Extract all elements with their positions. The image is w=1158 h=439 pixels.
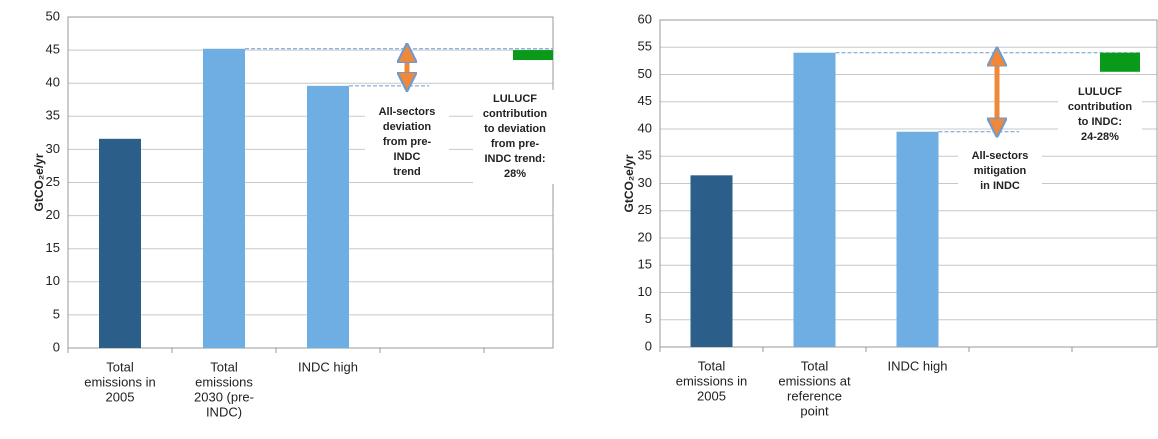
- y-tick-label: 40: [46, 75, 60, 90]
- y-tick-label: 50: [46, 8, 60, 23]
- x-tick-label: Total: [698, 358, 726, 373]
- annotation-box: [365, 103, 449, 182]
- y-tick-label: 15: [638, 257, 652, 272]
- y-tick-label: 20: [46, 207, 60, 222]
- x-tick-label: 2005: [697, 388, 726, 403]
- y-tick-label: 40: [638, 120, 652, 135]
- y-tick-label: 35: [638, 148, 652, 163]
- y-tick-label: 5: [645, 311, 652, 326]
- x-tick-label: INDC high: [888, 358, 948, 373]
- annotation: INDC: [394, 151, 421, 163]
- x-tick-label: emissions in: [676, 373, 748, 388]
- annotation: contribution: [483, 108, 547, 120]
- bar: [690, 175, 733, 347]
- x-tick-label: emissions in: [84, 374, 156, 389]
- annotation: 28%: [504, 168, 526, 180]
- y-tick-label: 55: [638, 39, 652, 54]
- y-tick-label: 0: [53, 339, 60, 354]
- y-tick-label: 0: [645, 338, 652, 353]
- annotation: contribution: [1068, 101, 1132, 113]
- y-tick-label: 15: [46, 240, 60, 255]
- y-tick-label: 45: [638, 93, 652, 108]
- lulucf-bar: [513, 50, 553, 61]
- x-tick-label: reference: [787, 388, 842, 403]
- x-tick-label: INDC): [206, 404, 242, 419]
- y-tick-label: 30: [638, 175, 652, 190]
- y-tick-label: 20: [638, 229, 652, 244]
- annotation: INDC trend:: [484, 153, 545, 165]
- annotation-box: [1058, 83, 1142, 147]
- y-tick-label: 50: [638, 66, 652, 81]
- annotation: from pre-: [491, 138, 540, 150]
- bar: [203, 48, 245, 348]
- annotation: trend: [393, 166, 421, 178]
- annotation: 24-28%: [1081, 131, 1119, 143]
- x-tick-label: point: [800, 403, 829, 418]
- annotation-box: [958, 147, 1042, 196]
- x-tick-label: Total: [210, 359, 238, 374]
- y-tick-label: 5: [53, 306, 60, 321]
- x-tick-label: Total: [106, 359, 134, 374]
- annotation: All-sectors: [972, 150, 1029, 162]
- annotation: LULUCF: [1078, 86, 1122, 98]
- x-tick-label: 2030 (pre-: [194, 389, 254, 404]
- y-tick-label: 10: [638, 284, 652, 299]
- annotation: LULUCF: [493, 93, 537, 105]
- x-tick-label: Total: [801, 358, 829, 373]
- annotation: from pre-: [383, 136, 432, 148]
- annotation: deviation: [383, 121, 432, 133]
- annotation: mitigation: [974, 165, 1027, 177]
- y-axis-label: GtCO₂e/yr: [32, 153, 46, 211]
- y-tick-label: 10: [46, 273, 60, 288]
- y-tick-label: 30: [46, 141, 60, 156]
- x-tick-label: INDC high: [298, 359, 358, 374]
- bar: [793, 52, 836, 347]
- x-tick-label: 2005: [106, 389, 135, 404]
- x-tick-label: emissions at: [778, 373, 851, 388]
- bar: [99, 138, 141, 348]
- y-tick-label: 35: [46, 108, 60, 123]
- y-tick-label: 60: [638, 11, 652, 26]
- y-tick-label: 25: [638, 202, 652, 217]
- annotation: All-sectors: [379, 106, 436, 118]
- bar: [896, 131, 939, 347]
- annotation: in INDC: [980, 180, 1020, 192]
- lulucf-bar: [1100, 52, 1140, 72]
- bar: [307, 85, 349, 349]
- annotation-box: [473, 90, 557, 184]
- y-axis-label: GtCO₂e/yr: [622, 154, 636, 212]
- y-tick-label: 45: [46, 42, 60, 57]
- annotation: to INDC:: [1078, 116, 1122, 128]
- y-tick-label: 25: [46, 174, 60, 189]
- annotation: to deviation: [484, 123, 546, 135]
- x-tick-label: emissions: [195, 374, 253, 389]
